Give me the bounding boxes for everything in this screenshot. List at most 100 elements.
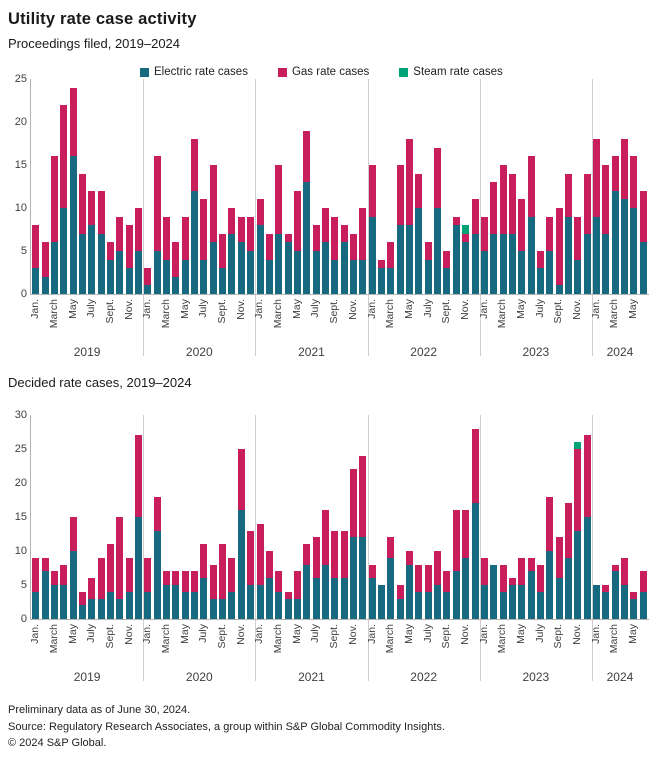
- stacked-bar-2021-10: [340, 530, 348, 619]
- bar-segment-gas: [508, 578, 516, 585]
- stacked-bar-2021-1: [256, 199, 264, 294]
- bar-segment-electric: [144, 591, 152, 619]
- stacked-bar-2024-6: [639, 571, 647, 619]
- y-tick-label: 25: [14, 73, 27, 85]
- month-slot: [611, 415, 620, 619]
- bar-segment-gas: [247, 530, 255, 585]
- stacked-bar-2019-2: [41, 557, 49, 619]
- stacked-bar-2019-7: [88, 578, 96, 619]
- month-tick-label: Jan.: [29, 299, 42, 319]
- bar-segment-electric: [78, 233, 86, 294]
- month-slot: [583, 415, 592, 619]
- stacked-bar-2023-11: [574, 216, 582, 294]
- bar-segment-gas: [443, 571, 451, 592]
- month-slot: [40, 415, 49, 619]
- bar-segment-electric: [69, 551, 77, 619]
- bar-segment-gas: [200, 199, 208, 260]
- stacked-bar-2022-8: [434, 551, 442, 619]
- year-label: 2020: [185, 345, 213, 359]
- month-slot: [396, 415, 405, 619]
- month-slot: [601, 415, 610, 619]
- year-label: 2019: [73, 670, 101, 684]
- bar-segment-electric: [284, 242, 292, 294]
- month-slot: [517, 415, 526, 619]
- month-slot: [377, 415, 386, 619]
- bar-segment-electric: [490, 233, 498, 294]
- bar-segment-steam: [462, 225, 470, 234]
- bar-segment-gas: [181, 571, 189, 592]
- bar-segment-gas: [630, 591, 638, 599]
- year-divider: [592, 79, 593, 356]
- month-tick: March: [608, 624, 620, 653]
- bar-segment-gas: [527, 557, 535, 572]
- stacked-bar-2024-3: [611, 156, 619, 294]
- year-group-2024: [592, 415, 648, 619]
- year-divider: [143, 415, 145, 681]
- year-group-2021: [255, 79, 367, 294]
- month-tick-label: Sept.: [440, 624, 453, 649]
- bar-segment-electric: [349, 537, 357, 619]
- stacked-bar-2023-9: [555, 537, 563, 619]
- year-divider: [479, 415, 481, 681]
- bar-segment-electric: [555, 578, 563, 619]
- month-tick-label: Nov.: [122, 299, 135, 320]
- month-slot: [50, 415, 59, 619]
- stacked-bar-2021-6: [303, 544, 311, 619]
- month-slot: [498, 415, 507, 619]
- stacked-bar-2023-8: [546, 216, 554, 294]
- bar-segment-electric: [32, 268, 40, 294]
- bar-segment-electric: [462, 557, 470, 619]
- bar-segment-electric: [406, 564, 414, 619]
- month-tick-label: Sept.: [103, 299, 116, 324]
- month-tick-label: March: [384, 299, 397, 329]
- month-slot: [115, 415, 124, 619]
- bar-segment-electric: [293, 598, 301, 619]
- bar-segment-gas: [621, 557, 629, 585]
- month-tick-label: Jan.: [29, 624, 42, 644]
- bar-segment-gas: [125, 557, 133, 592]
- month-slot: [461, 79, 470, 294]
- month-tick: Jan.: [478, 299, 490, 319]
- bar-segment-electric: [41, 571, 49, 619]
- month-tick-label: March: [272, 299, 285, 329]
- month-tick-label: May: [402, 299, 415, 319]
- stacked-bar-2023-8: [546, 496, 554, 619]
- stacked-bar-2020-6: [191, 571, 199, 619]
- month-slot: [555, 79, 564, 294]
- bar-segment-gas: [415, 564, 423, 592]
- bar-segment-gas: [480, 216, 488, 251]
- y-tick-label: 10: [14, 202, 27, 214]
- stacked-bar-2022-4: [396, 165, 404, 294]
- bar-segment-gas: [312, 225, 320, 251]
- bar-segment-electric: [593, 216, 601, 294]
- bar-segment-gas: [78, 591, 86, 606]
- stacked-bar-2020-4: [172, 242, 180, 294]
- month-slot: [162, 415, 171, 619]
- month-slot: [368, 415, 377, 619]
- bar-segment-gas: [546, 216, 554, 251]
- month-slot: [31, 415, 40, 619]
- stacked-bar-2021-8: [321, 510, 329, 619]
- bar-segment-gas: [331, 530, 339, 579]
- month-tick-label: Sept.: [328, 299, 341, 324]
- month-slot: [237, 79, 246, 294]
- bar-segment-gas: [144, 557, 152, 592]
- month-tick: May: [402, 299, 415, 319]
- year-group-2023: [480, 415, 592, 619]
- bar-segment-gas: [172, 242, 180, 277]
- bar-segment-electric: [508, 233, 516, 294]
- bar-segment-gas: [490, 182, 498, 234]
- bar-segment-gas: [265, 233, 273, 260]
- bars-layer: [31, 79, 648, 294]
- bar-segment-electric: [546, 551, 554, 619]
- month-tick-label: Nov.: [122, 624, 135, 645]
- bar-segment-electric: [303, 564, 311, 619]
- bar-segment-gas: [593, 139, 601, 217]
- bar-segment-gas: [639, 190, 647, 243]
- stacked-bar-2023-9: [555, 208, 563, 294]
- stacked-bar-2021-12: [359, 208, 367, 294]
- stacked-bar-2020-7: [200, 544, 208, 619]
- stacked-bar-2021-8: [321, 208, 329, 294]
- bar-segment-electric: [583, 517, 591, 619]
- bar-segment-gas: [134, 435, 142, 517]
